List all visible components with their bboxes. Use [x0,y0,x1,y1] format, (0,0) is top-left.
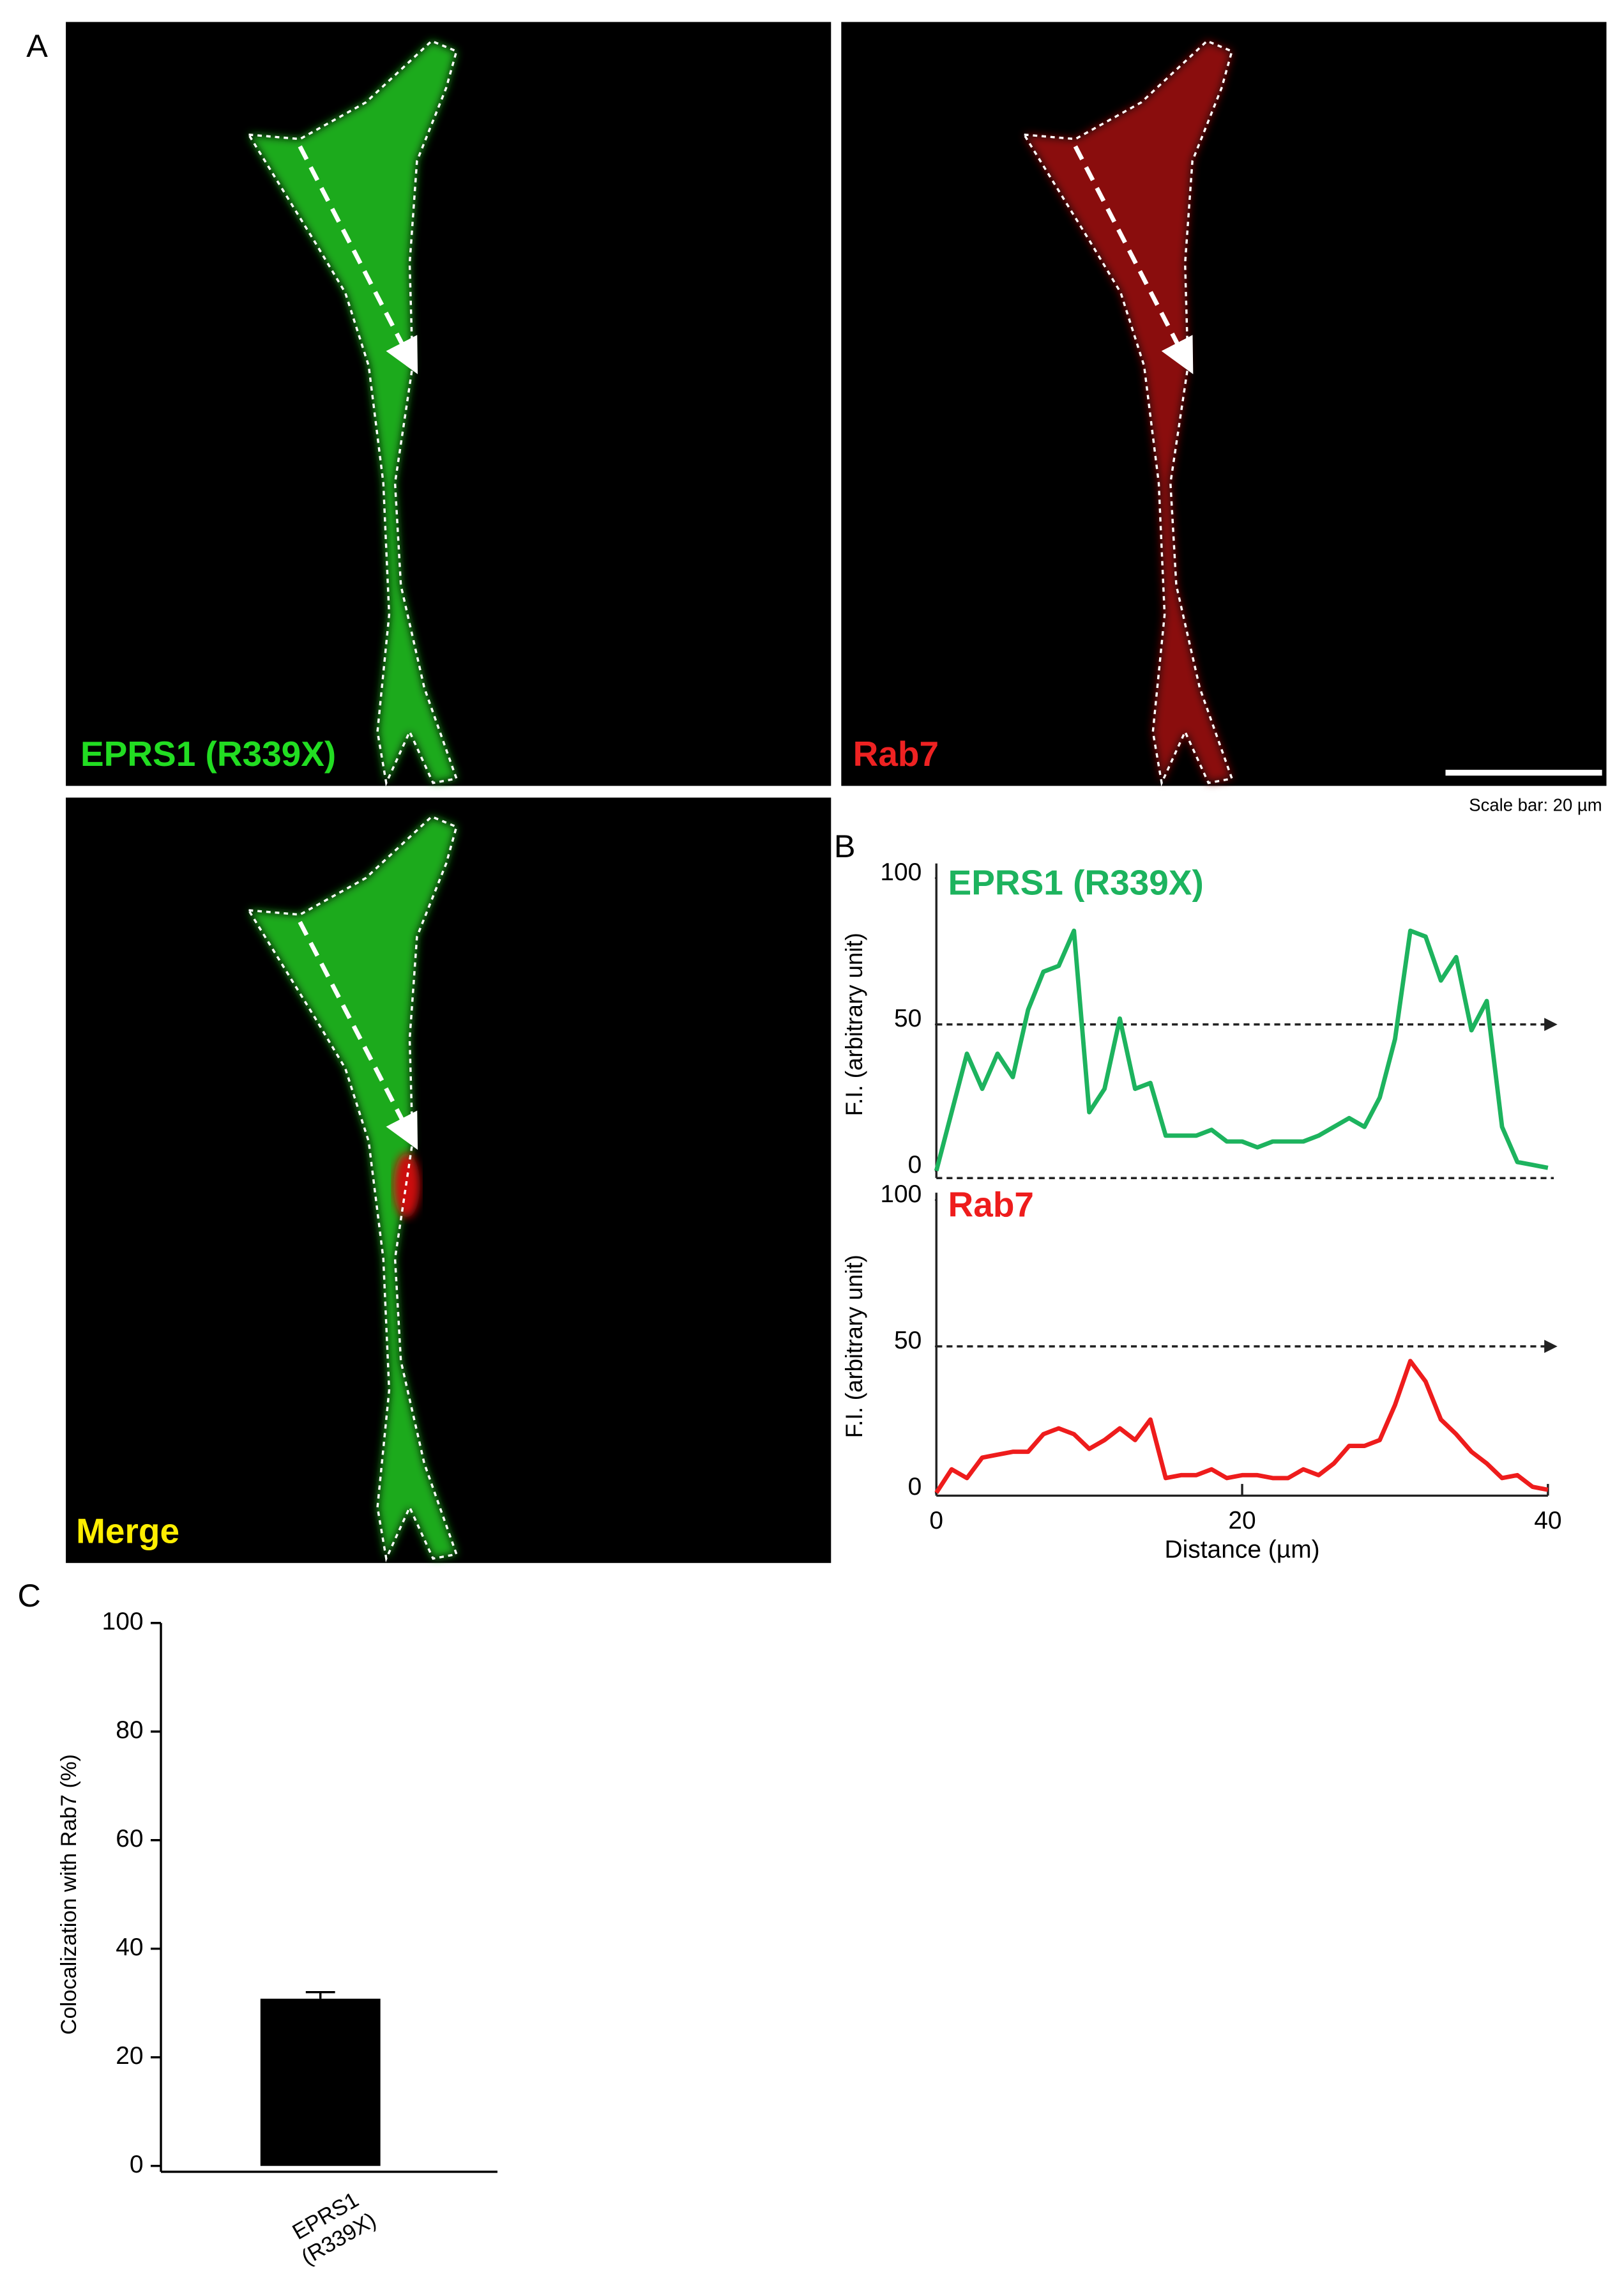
y-tick-label: 60 [116,1825,143,1852]
y-tick-label: 100 [102,1608,144,1635]
panel-label: B [834,828,856,864]
x-tick-label: 0 [929,1507,943,1534]
panel-label: C [17,1577,40,1614]
y-tick-label: 0 [130,2151,144,2178]
x-axis-label: Distance (µm) [1164,1536,1319,1564]
x-tick-label: 40 [1534,1507,1561,1534]
scale-bar-label: Scale bar: 20 µm [1469,795,1602,815]
y-tick-label: 0 [908,1151,922,1179]
y-tick-label: 20 [116,2042,143,2070]
image-label: EPRS1 (R339X) [80,734,336,774]
y-tick-label: 50 [894,1005,922,1032]
image-label: Rab7 [853,734,939,774]
y-tick-label: 80 [116,1716,143,1744]
x-tick-label: 20 [1228,1507,1256,1534]
line-series [934,1359,1549,1494]
legend-label: EPRS1 (R339X) [948,863,1204,903]
bar [260,1998,381,2166]
x-tick-label: EPRS1(R339X) [284,2185,380,2270]
y-tick-label: 0 [908,1473,922,1500]
y-tick-label: 100 [880,1180,922,1208]
image-red: Rab7 [841,22,1607,786]
legend-label: Rab7 [948,1185,1034,1225]
y-tick-label: 40 [116,1934,143,1961]
y-axis-label: F.I. (arbitrary unit) [841,933,867,1116]
y-axis-label: F.I. (arbitrary unit) [841,1255,867,1438]
line-series [934,928,1549,1172]
y-tick-label: 50 [894,1327,922,1354]
error-bar [305,1990,335,1999]
image-green: EPRS1 (R339X) [66,22,831,786]
image-merge: Merge [66,797,831,1563]
y-axis-label: Colocalization with Rab7 (%) [57,1754,81,2035]
panel-label: A [26,27,48,64]
y-tick-label: 100 [880,859,922,886]
image-label: Merge [76,1511,179,1551]
